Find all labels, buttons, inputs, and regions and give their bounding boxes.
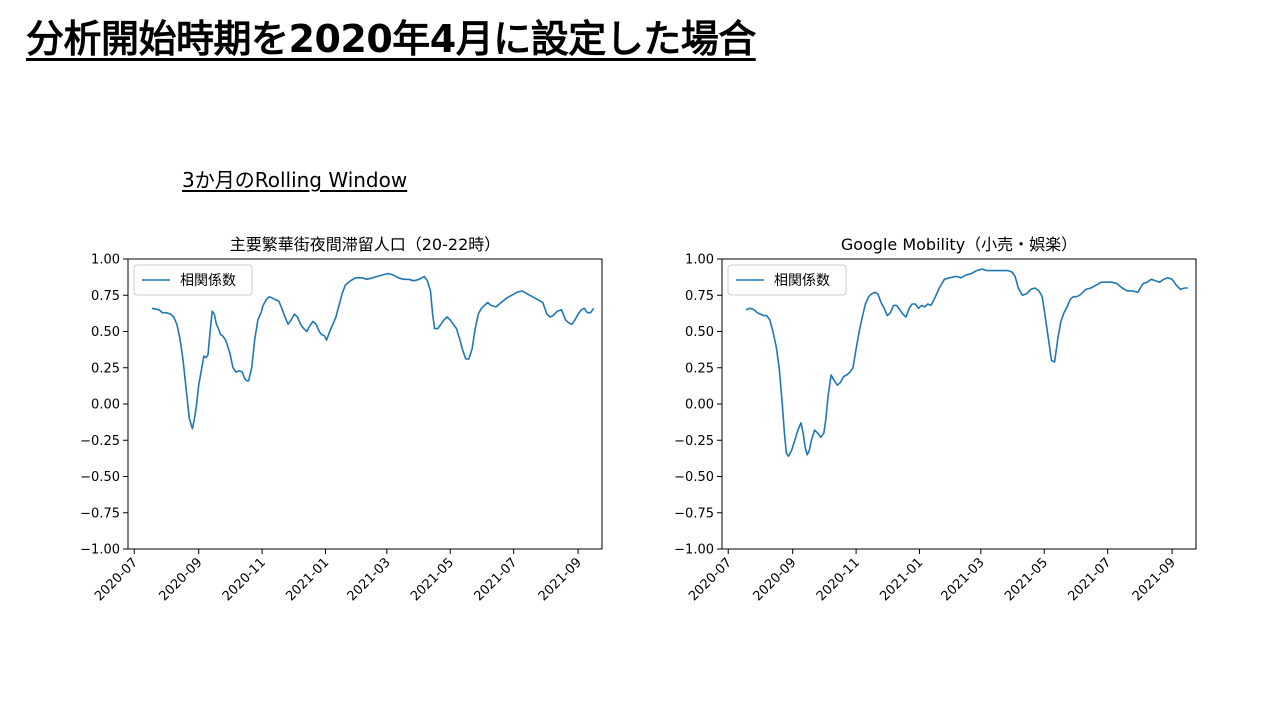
- y-tick-label: 0.25: [685, 361, 714, 376]
- x-tick-label: 2020-11: [220, 555, 269, 604]
- y-tick-label: −0.25: [80, 434, 120, 449]
- y-tick-label: −0.50: [80, 470, 120, 485]
- legend: 相関係数: [133, 264, 253, 296]
- legend: 相関係数: [727, 264, 847, 296]
- chart-title: Google Mobility（小売・娯楽）: [841, 235, 1077, 254]
- plot-frame: [721, 258, 1197, 550]
- google-mobility-correlation-chart: Google Mobility（小売・娯楽） 1.00 0.75 0.50 0.25 0.…: [674, 235, 1197, 604]
- x-tick-label: 2021-05: [408, 555, 457, 604]
- slide-subtitle: 3か月のRolling Window: [182, 168, 408, 192]
- x-tick-label: 2021-05: [1002, 555, 1051, 604]
- y-tick-label: −0.25: [674, 434, 714, 449]
- legend-label: 相関係数: [180, 273, 236, 289]
- series-line: [745, 268, 1188, 457]
- y-tick-label: 0.50: [91, 325, 120, 340]
- legend-label: 相関係数: [774, 273, 830, 289]
- chart-title: 主要繁華街夜間滞留人口（20-22時）: [230, 235, 501, 254]
- x-tick-label: 2020-07: [92, 555, 141, 604]
- x-tick-label: 2020-07: [686, 555, 735, 604]
- x-tick-label: 2021-09: [536, 555, 585, 604]
- y-tick-label: −0.75: [80, 506, 120, 521]
- series-line: [151, 272, 595, 430]
- legend-box: [727, 264, 847, 296]
- y-tick-label: 0.75: [685, 289, 714, 304]
- x-tick-label: 2020-11: [814, 555, 863, 604]
- x-tick-label: 2021-09: [1130, 555, 1179, 604]
- x-tick-label: 2021-07: [471, 555, 520, 604]
- x-tick-label: 2021-01: [877, 555, 926, 604]
- y-tick-label: 0.50: [685, 325, 714, 340]
- y-tick-label: 1.00: [685, 253, 714, 268]
- y-tick-label: 0.00: [91, 398, 120, 413]
- y-tick-label: −0.75: [674, 506, 714, 521]
- y-tick-label: −0.50: [674, 470, 714, 485]
- x-tick-label: 2020-09: [156, 555, 205, 604]
- x-tick-label: 2021-07: [1065, 555, 1114, 604]
- y-tick-label: 0.25: [91, 361, 120, 376]
- x-tick-label: 2021-03: [345, 555, 394, 604]
- x-tick-label: 2021-01: [283, 555, 332, 604]
- plot-frame: [127, 258, 603, 550]
- y-tick-label: 0.00: [685, 398, 714, 413]
- slide-title: 分析開始時期を2020年4月に設定した場合: [26, 17, 756, 61]
- y-tick-label: −1.00: [80, 543, 120, 558]
- x-tick-label: 2021-03: [939, 555, 988, 604]
- y-tick-label: 0.75: [91, 289, 120, 304]
- y-tick-label: −1.00: [674, 543, 714, 558]
- legend-box: [133, 264, 253, 296]
- y-tick-label: 1.00: [91, 253, 120, 268]
- x-tick-label: 2020-09: [750, 555, 799, 604]
- nightlife-correlation-chart: 主要繁華街夜間滞留人口（20-22時） 1.00 0.75 0.50 0.25 0.00 −…: [80, 235, 603, 604]
